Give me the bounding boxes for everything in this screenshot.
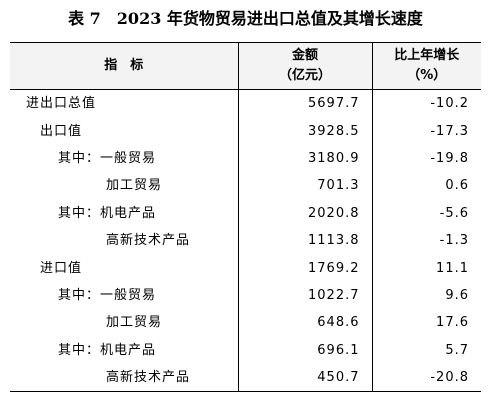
table-row: 其中：一般贸易 1022.7 9.6 (10, 281, 481, 310)
row-amount: 3928.5 (237, 117, 372, 145)
table-row: 高新技术产品 450.7 -20.8 (10, 363, 481, 393)
row-growth: 0.6 (371, 172, 481, 200)
row-growth: 9.6 (371, 281, 481, 310)
row-label: 高新技术产品 (106, 233, 191, 249)
row-label: 其中：机电产品 (58, 205, 157, 221)
row-amount: 1113.8 (237, 226, 372, 255)
header-growth: 比上年增长 （%） (371, 42, 481, 90)
row-label: 其中：机电产品 (58, 342, 157, 358)
row-amount: 696.1 (237, 336, 372, 364)
row-growth: -19.8 (371, 144, 481, 173)
row-amount: 2020.8 (237, 199, 372, 227)
header-amount: 金额 （亿元） (237, 42, 372, 90)
table-row: 加工贸易 648.6 17.6 (10, 309, 481, 337)
row-label: 进出口总值 (26, 96, 97, 112)
table-title: 表 7 2023 年货物贸易进出口总值及其增长速度 (68, 9, 423, 28)
row-amount: 1769.2 (237, 254, 372, 282)
table-header-row: 指 标 金额 （亿元） 比上年增长 （%） (10, 42, 481, 90)
row-label: 其中：一般贸易 (58, 287, 157, 303)
row-label: 其中：一般贸易 (58, 150, 157, 166)
row-amount: 450.7 (237, 363, 372, 393)
row-growth: -5.6 (371, 199, 481, 227)
header-amount-line2: （亿元） (278, 68, 331, 83)
table-row: 高新技术产品 1113.8 -1.3 (10, 226, 481, 255)
row-amount: 5697.7 (237, 89, 372, 118)
header-growth-line1: 比上年增长 (394, 48, 460, 63)
table-row: 进口值 1769.2 11.1 (10, 254, 481, 282)
row-growth: -10.2 (371, 89, 481, 118)
row-label: 出口值 (40, 123, 83, 139)
row-label: 加工贸易 (106, 315, 163, 331)
table-row: 加工贸易 701.3 0.6 (10, 172, 481, 200)
row-growth: -17.3 (371, 117, 481, 145)
row-amount: 648.6 (237, 309, 372, 337)
table-row: 其中：机电产品 696.1 5.7 (10, 336, 481, 364)
row-amount: 1022.7 (237, 281, 372, 310)
row-growth: 17.6 (371, 309, 481, 337)
row-growth: 11.1 (371, 254, 481, 282)
table-row: 进出口总值 5697.7 -10.2 (10, 89, 481, 118)
row-growth: -20.8 (371, 363, 481, 393)
row-label: 加工贸易 (106, 178, 163, 194)
table-row: 出口值 3928.5 -17.3 (10, 117, 481, 145)
header-indicator: 指 标 (10, 42, 238, 90)
row-amount: 701.3 (237, 172, 372, 200)
table-row: 其中：一般贸易 3180.9 -19.8 (10, 144, 481, 173)
header-amount-line1: 金额 (291, 48, 318, 63)
row-label: 进口值 (40, 260, 83, 276)
header-growth-line2: （%） (407, 68, 447, 83)
table-row: 其中：机电产品 2020.8 -5.6 (10, 199, 481, 227)
row-growth: -1.3 (371, 226, 481, 255)
row-label: 高新技术产品 (10, 363, 238, 393)
row-amount: 3180.9 (237, 144, 372, 173)
trade-table: 指 标 金额 （亿元） 比上年增长 （%） 进出口总值 5697.7 -10.2… (10, 42, 481, 393)
row-growth: 5.7 (371, 336, 481, 364)
